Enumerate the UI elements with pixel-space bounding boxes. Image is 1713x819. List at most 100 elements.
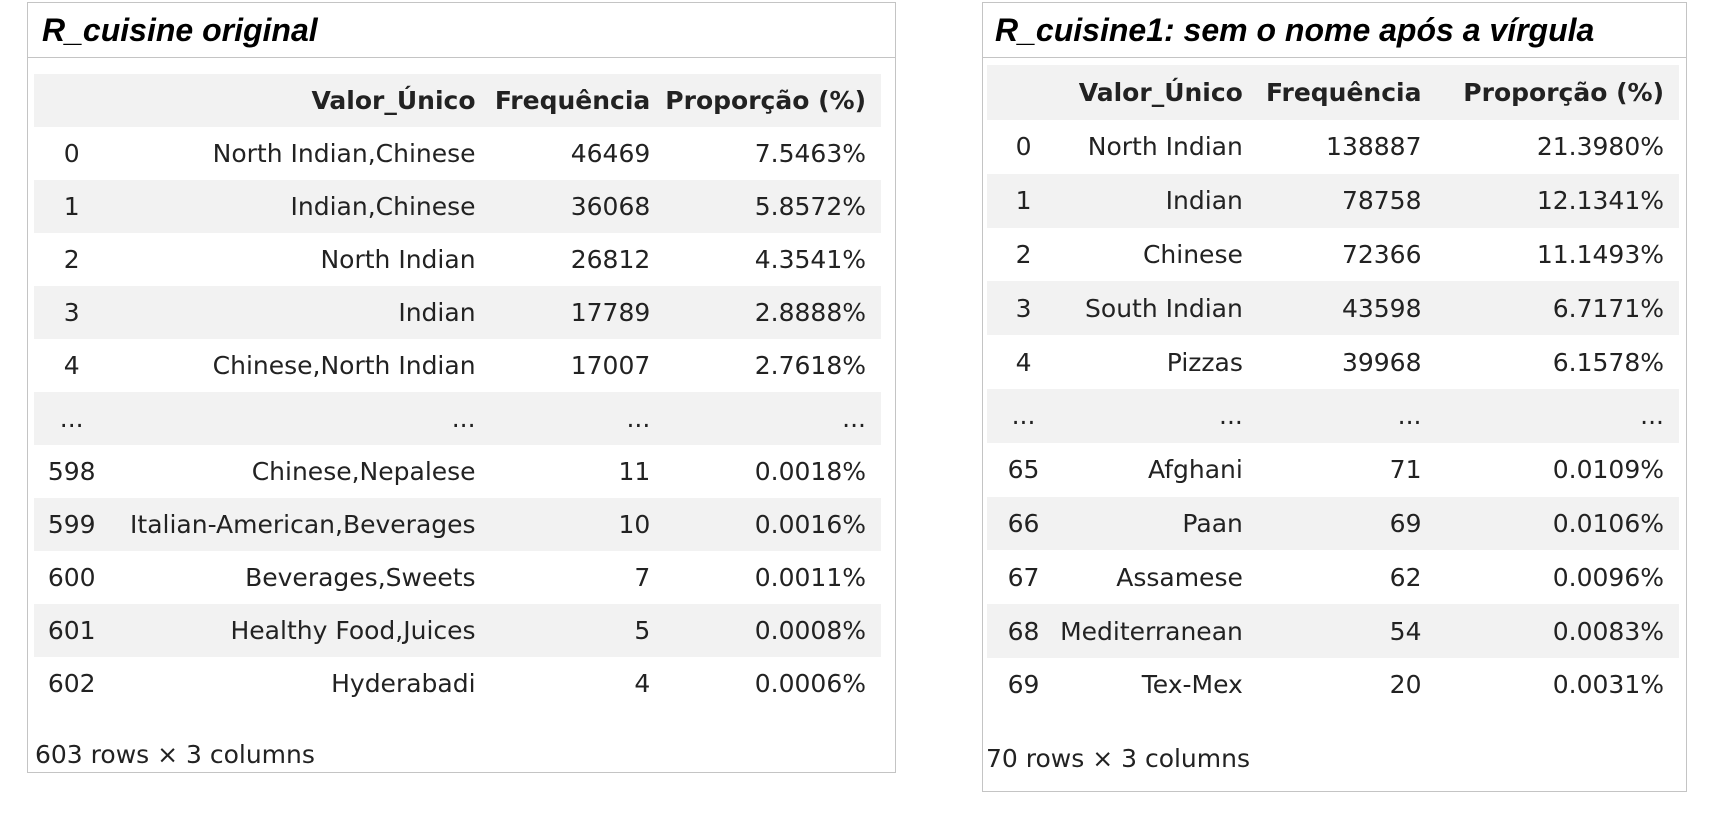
cell-proporcao: 0.0016% bbox=[665, 498, 881, 551]
row-index: 68 bbox=[987, 604, 1061, 658]
cell-frequencia: 17789 bbox=[490, 286, 666, 339]
cell-valor-unico: Healthy Food,Juices bbox=[109, 604, 491, 657]
cell-proporcao: 5.8572% bbox=[665, 180, 881, 233]
cell-frequencia: 71 bbox=[1389, 455, 1422, 485]
cell-frequencia: 39968 bbox=[1341, 347, 1422, 377]
cell-valor-unico: Indian,Chinese bbox=[109, 180, 491, 233]
table-row: 0 North Indian,Chinese 46469 7.5463% bbox=[34, 127, 881, 180]
table-row: ............ bbox=[34, 392, 881, 445]
cell-valor-unico: Pizzas bbox=[1166, 347, 1243, 377]
table-row: 0 North Indian 138887 21.3980% bbox=[987, 120, 1679, 174]
cell-frequencia: 4 bbox=[634, 669, 651, 698]
panel-title: R_cuisine1: sem o nome após a vírgula bbox=[983, 3, 1686, 58]
row-index: 2 bbox=[1015, 239, 1032, 269]
cell-proporcao: 0.0031% bbox=[1552, 670, 1664, 700]
cell-frequencia: 54 bbox=[1257, 604, 1437, 658]
row-index: 598 bbox=[47, 457, 96, 486]
cell-valor-unico: Paan bbox=[1060, 496, 1258, 551]
row-index: 67 bbox=[1007, 562, 1040, 592]
row-index: ... bbox=[34, 392, 110, 445]
row-index: 65 bbox=[1007, 455, 1040, 485]
column-header-frequencia: Frequência bbox=[490, 74, 666, 127]
cell-frequencia: 78758 bbox=[1257, 173, 1437, 228]
panel-r-cuisine1: R_cuisine1: sem o nome após a vírgula Va… bbox=[982, 2, 1687, 792]
cell-valor-unico: Assamese bbox=[1116, 562, 1243, 592]
cell-valor-unico: Beverages,Sweets bbox=[245, 563, 476, 592]
cell-proporcao: 0.0006% bbox=[754, 669, 866, 698]
cell-proporcao: 0.0083% bbox=[1436, 604, 1679, 658]
row-index: 4 bbox=[63, 351, 80, 380]
table-row: 599 Italian-American,Beverages 10 0.0016% bbox=[34, 498, 881, 551]
table-header-row: Valor_Único Frequência Proporção (%) bbox=[34, 74, 881, 127]
table-row: 2 North Indian 26812 4.3541% bbox=[34, 233, 881, 286]
cell-valor-unico: Afghani bbox=[1148, 455, 1243, 485]
cell-frequencia: ... bbox=[490, 392, 666, 445]
cell-valor-unico: North Indian bbox=[320, 245, 476, 274]
row-index: 0 bbox=[63, 139, 80, 168]
cell-frequencia: 69 bbox=[1257, 496, 1437, 551]
row-index: 1 bbox=[987, 173, 1061, 228]
row-index: ... bbox=[987, 388, 1061, 443]
cell-valor-unico: Hyderabadi bbox=[331, 669, 476, 698]
row-index: 1 bbox=[34, 180, 110, 233]
column-header-valor-unico: Valor_Único bbox=[109, 74, 491, 127]
row-index: 0 bbox=[1015, 132, 1032, 162]
cell-proporcao: 0.0109% bbox=[1552, 455, 1664, 485]
table-row: 2 Chinese 72366 11.1493% bbox=[987, 228, 1679, 282]
cell-proporcao: 12.1341% bbox=[1436, 173, 1679, 228]
cell-frequencia: 5 bbox=[490, 604, 666, 657]
table-shape-note: 70 rows × 3 columns bbox=[986, 744, 1251, 773]
column-header-frequencia: Frequência bbox=[1257, 65, 1437, 120]
column-header-proporcao: Proporção (%) bbox=[1436, 65, 1679, 120]
index-header bbox=[34, 74, 110, 127]
cell-frequencia: ... bbox=[1257, 388, 1437, 443]
column-header-valor-unico: Valor_Único bbox=[1060, 65, 1258, 120]
table-row: 68 Mediterranean 54 0.0083% bbox=[987, 604, 1679, 658]
cell-valor-unico: North Indian bbox=[1087, 132, 1243, 162]
cell-frequencia: 72366 bbox=[1341, 239, 1422, 269]
cell-frequencia: 62 bbox=[1389, 562, 1422, 592]
cell-proporcao: 0.0096% bbox=[1552, 562, 1664, 592]
cell-frequencia: 46469 bbox=[570, 139, 651, 168]
table-row: 3 South Indian 43598 6.7171% bbox=[987, 281, 1679, 336]
row-index: 600 bbox=[47, 563, 96, 592]
cell-frequencia: 138887 bbox=[1326, 132, 1422, 162]
cell-frequencia: 11 bbox=[618, 457, 651, 486]
table-row: 598 Chinese,Nepalese 11 0.0018% bbox=[34, 445, 881, 498]
cell-proporcao: 2.7618% bbox=[754, 351, 866, 380]
cell-valor-unico: Indian bbox=[1060, 173, 1258, 228]
cell-valor-unico: Indian bbox=[109, 286, 491, 339]
panel-r-cuisine-original: R_cuisine original Valor_Único Frequênci… bbox=[27, 2, 896, 773]
cell-valor-unico: ... bbox=[1060, 388, 1258, 443]
table-row: 4 Chinese,North Indian 17007 2.7618% bbox=[34, 339, 881, 392]
table-body: 0 North Indian,Chinese 46469 7.5463% 1 Indian… bbox=[34, 127, 881, 710]
table-row: 67 Assamese 62 0.0096% bbox=[987, 550, 1679, 604]
table-row: 3 Indian 17789 2.8888% bbox=[34, 286, 881, 339]
dataframe-table: Valor_Único Frequência Proporção (%) 0 No… bbox=[987, 65, 1679, 712]
row-index: 2 bbox=[63, 245, 80, 274]
cell-proporcao: 0.0008% bbox=[665, 604, 881, 657]
cell-frequencia: 43598 bbox=[1257, 281, 1437, 336]
cell-proporcao: 6.7171% bbox=[1436, 281, 1679, 336]
cell-proporcao: 11.1493% bbox=[1536, 239, 1664, 269]
row-index: 602 bbox=[47, 669, 96, 698]
cell-proporcao: 21.3980% bbox=[1536, 132, 1664, 162]
table-row: 1 Indian,Chinese 36068 5.8572% bbox=[34, 180, 881, 233]
panel-title: R_cuisine original bbox=[28, 3, 895, 58]
table-row: 69 Tex-Mex 20 0.0031% bbox=[987, 658, 1679, 712]
table-row: ............ bbox=[987, 388, 1679, 443]
cell-valor-unico: Chinese bbox=[1142, 239, 1243, 269]
table-header-row: Valor_Único Frequência Proporção (%) bbox=[987, 65, 1679, 120]
cell-proporcao: 0.0106% bbox=[1436, 496, 1679, 551]
cell-proporcao: ... bbox=[1436, 388, 1679, 443]
table-body: 0 North Indian 138887 21.3980% 1 Indian 78758 1… bbox=[987, 120, 1679, 712]
cell-frequencia: 17007 bbox=[570, 351, 651, 380]
cell-valor-unico: Chinese,North Indian bbox=[212, 351, 476, 380]
cell-proporcao: 4.3541% bbox=[754, 245, 866, 274]
table-row: 601 Healthy Food,Juices 5 0.0008% bbox=[34, 604, 881, 657]
row-index: 601 bbox=[34, 604, 110, 657]
cell-valor-unico: ... bbox=[109, 392, 491, 445]
table-row: 600 Beverages,Sweets 7 0.0011% bbox=[34, 551, 881, 604]
row-index: 66 bbox=[987, 496, 1061, 551]
cell-valor-unico: Italian-American,Beverages bbox=[109, 498, 491, 551]
